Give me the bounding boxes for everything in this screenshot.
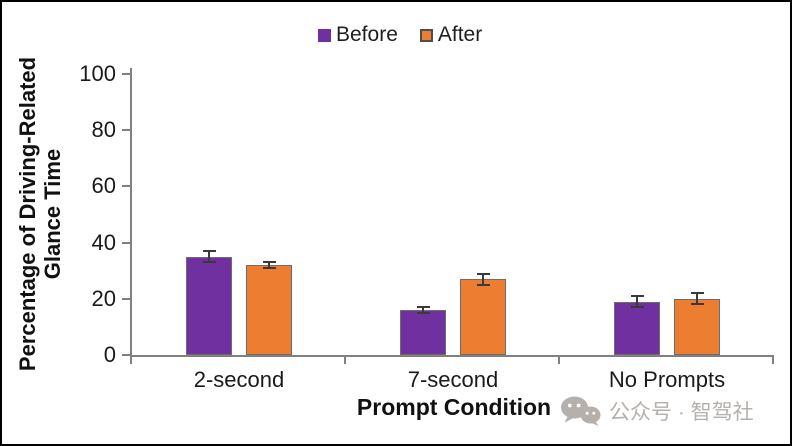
y-tick-label: 80 (91, 117, 116, 143)
error-bar-cap-top (690, 292, 704, 295)
legend-label-after: After (437, 23, 483, 46)
error-bar-line (422, 307, 424, 313)
bar-after (460, 279, 506, 355)
y-tick-label: 0 (103, 342, 116, 367)
error-bar-cap-bottom (202, 261, 216, 264)
wechat-icon (561, 396, 601, 426)
y-tick-label: 60 (91, 173, 116, 199)
legend-item-before: Before (318, 23, 398, 47)
error-bar-cap-bottom (416, 311, 430, 314)
bar-after (674, 298, 720, 355)
legend: Before After (318, 23, 482, 47)
x-tick-mark (344, 357, 346, 364)
watermark-text: 公众号 · 智驾社 (609, 401, 754, 424)
error-bar-line (268, 262, 270, 268)
error-bar-cap-top (630, 294, 644, 297)
category-label: 7-second (407, 367, 499, 392)
error-bar-line (482, 273, 484, 285)
y-tick-mark (122, 73, 130, 75)
y-tick-label: 100 (79, 61, 116, 86)
error-bar-cap-top (416, 306, 430, 309)
legend-label-before: Before (336, 23, 398, 46)
watermark: 公众号 · 智驾社 (560, 395, 754, 427)
error-bar-cap-top (476, 272, 490, 275)
y-axis-line (130, 68, 132, 357)
x-tick-mark (558, 357, 560, 364)
x-axis-line (130, 355, 774, 357)
y-tick-mark (122, 297, 130, 300)
legend-item-after: After (419, 23, 483, 47)
y-tick-mark (122, 185, 130, 188)
y-tick-label: 20 (91, 285, 116, 311)
error-bar-cap-top (202, 250, 216, 253)
error-bar-line (208, 251, 210, 263)
error-bar-cap-top (262, 261, 276, 264)
error-bar-cap-bottom (262, 266, 276, 269)
error-bar-cap-bottom (690, 303, 704, 306)
category-label: No Prompts (608, 367, 726, 392)
bar-after (246, 265, 292, 355)
legend-swatch-before (318, 28, 331, 42)
y-tick-label: 40 (91, 229, 116, 255)
x-tick-mark (130, 357, 132, 364)
x-axis-title: Prompt Condition (356, 394, 552, 420)
x-tick-mark (772, 357, 774, 364)
error-bar-line (636, 295, 638, 308)
error-bar-line (696, 293, 698, 305)
bar-before (400, 310, 446, 355)
y-tick-mark (122, 241, 130, 244)
error-bar-cap-bottom (630, 306, 644, 309)
category-label: 2-second (193, 367, 285, 392)
y-tick-mark (122, 129, 130, 132)
bar-before (614, 301, 660, 355)
bar-before (186, 256, 232, 355)
legend-swatch-after (419, 28, 433, 42)
y-tick-mark (122, 354, 130, 356)
error-bar-cap-bottom (476, 283, 490, 286)
